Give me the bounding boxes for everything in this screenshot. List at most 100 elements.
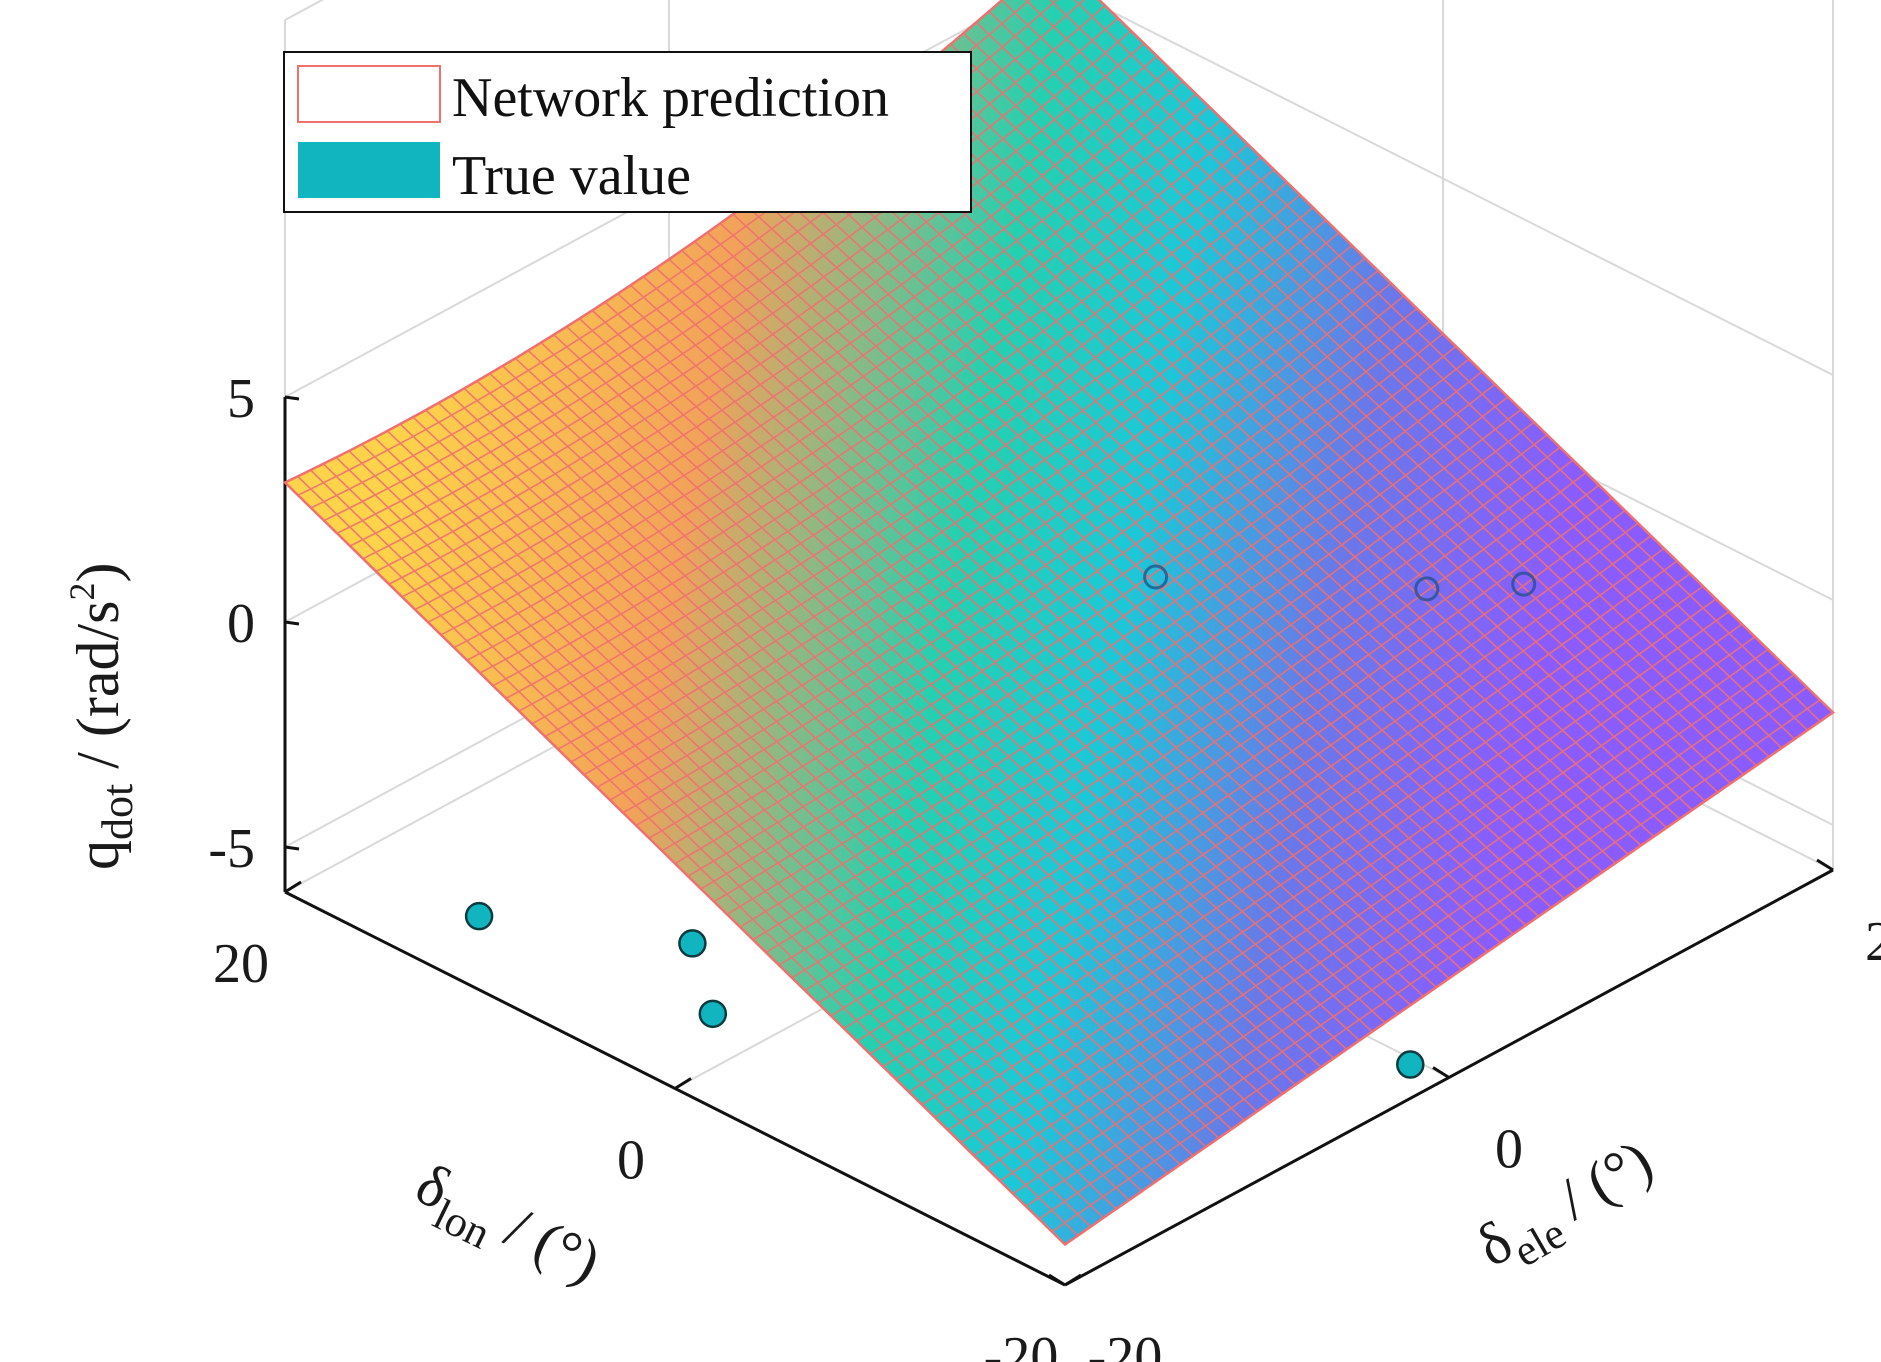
mesh-line-ele xyxy=(386,430,1168,1175)
true-value-point-on-surface xyxy=(1143,564,1169,590)
y-axis-tick xyxy=(1432,1066,1450,1079)
z-axis-close: ) xyxy=(65,563,131,583)
z-tick-label: -5 xyxy=(208,818,255,880)
mesh-line-ele xyxy=(617,293,1399,1015)
x-axis-tick xyxy=(284,880,302,894)
true-value-point xyxy=(698,999,728,1029)
mesh-line-ele xyxy=(847,126,1629,855)
mesh-line-ele xyxy=(476,380,1258,1113)
y-tick-label: 0 xyxy=(1495,1119,1523,1181)
mesh-line-ele xyxy=(1001,0,1783,749)
x-axis-tick xyxy=(674,1077,692,1090)
mesh-line-ele xyxy=(310,469,1092,1228)
mesh-line-ele xyxy=(604,301,1386,1024)
legend: Network prediction True value xyxy=(283,51,972,213)
true-value-point xyxy=(1396,1050,1425,1079)
axes xyxy=(283,395,1834,1287)
mesh-line-ele xyxy=(642,276,1424,997)
mesh-line-ele xyxy=(514,357,1296,1086)
z-axis-subscript: dot xyxy=(93,784,142,840)
z-tick-label: 5 xyxy=(227,368,255,430)
z-axis-symbol: q xyxy=(65,840,131,870)
mesh-line-ele xyxy=(630,284,1412,1006)
mesh-line-ele xyxy=(1026,0,1808,731)
network-prediction-surface xyxy=(282,0,1835,1247)
mesh-line-ele xyxy=(591,309,1373,1033)
y-tick-label: -20 xyxy=(1088,1326,1163,1362)
y-tick-label: 20 xyxy=(1865,911,1881,973)
x-tick-label: 20 xyxy=(213,933,269,995)
mesh-line-ele xyxy=(361,443,1143,1192)
mesh-line-ele xyxy=(399,423,1181,1166)
legend-label-network-prediction: Network prediction xyxy=(452,67,889,129)
mesh-line-ele xyxy=(668,258,1450,980)
mesh-line-ele xyxy=(758,194,1540,917)
true-value-point xyxy=(678,929,707,958)
mesh-line-ele xyxy=(348,450,1130,1201)
mesh-line-ele xyxy=(950,43,1732,784)
mesh-line-ele xyxy=(860,116,1642,847)
legend-true-value-swatch xyxy=(298,142,440,198)
grid-line-horizontal xyxy=(284,0,1834,398)
z-axis-tick xyxy=(284,845,300,851)
mesh-line-ele xyxy=(374,437,1156,1183)
points-behind-surface xyxy=(1143,564,1537,602)
mesh-line-ele xyxy=(655,267,1437,988)
mesh-line-ele xyxy=(873,106,1655,838)
mesh-line-ele xyxy=(911,75,1693,811)
y-axis-tick xyxy=(1048,1273,1066,1287)
mesh-line-ele xyxy=(745,204,1527,926)
y-axis-tick xyxy=(1816,858,1834,872)
mesh-line-ele xyxy=(822,146,1604,873)
z-axis-unit: / (rad/s xyxy=(65,600,131,783)
mesh-line-ele xyxy=(706,231,1488,953)
mesh-line-ele xyxy=(553,334,1335,1059)
mesh-line-ele xyxy=(450,395,1232,1130)
mesh-line-ele xyxy=(438,402,1220,1139)
mesh-line-ele xyxy=(412,416,1194,1157)
mesh-line-ele xyxy=(502,365,1284,1095)
mesh-line-ele xyxy=(783,175,1565,900)
mesh-line-ele xyxy=(886,96,1668,829)
legend-mesh-swatch xyxy=(297,65,441,123)
surface-mesh xyxy=(285,0,1833,1245)
mesh-line-ele xyxy=(962,32,1744,776)
mesh-line-ele xyxy=(898,85,1680,820)
mesh-line-ele xyxy=(809,156,1591,882)
mesh-line-ele xyxy=(527,349,1309,1077)
true-value-point xyxy=(464,901,494,931)
mesh-line-ele xyxy=(732,213,1514,935)
mesh-line-ele xyxy=(489,372,1271,1104)
mesh-line-ele xyxy=(988,10,1770,758)
mesh-line-ele xyxy=(834,136,1616,864)
mesh-line-ele xyxy=(322,463,1104,1219)
x-axis-unit: / (°) xyxy=(482,1187,610,1295)
z-axis-tick xyxy=(284,395,300,401)
mesh-line-ele xyxy=(975,21,1757,767)
mesh-line-ele xyxy=(770,185,1552,909)
x-axis-label: δlon / (°) xyxy=(401,1150,611,1307)
mesh-line-ele xyxy=(694,240,1476,962)
mesh-line-ele xyxy=(566,326,1348,1050)
z-axis-label: qdot / (rad/s2) xyxy=(62,563,142,871)
true-value-point-on-surface xyxy=(1511,571,1537,597)
x-tick-label: -20 xyxy=(984,1326,1059,1362)
mesh-line-ele xyxy=(1039,0,1821,722)
mesh-line-ele xyxy=(937,54,1719,793)
mesh-line-ele xyxy=(681,249,1463,971)
legend-label-true-value: True value xyxy=(452,145,691,207)
mesh-line-ele xyxy=(1014,0,1796,740)
mesh-line-ele xyxy=(796,166,1578,891)
mesh-line-ele xyxy=(297,475,1079,1237)
mesh-line-ele xyxy=(924,64,1706,802)
mesh-line-ele xyxy=(463,387,1245,1121)
mesh-line-ele xyxy=(719,222,1501,944)
mesh-line-ele xyxy=(578,318,1360,1042)
z-axis-superscript: 2 xyxy=(62,582,102,600)
z-axis-tick xyxy=(284,620,300,626)
tick-labels: -5 0 5 -20 0 20 -20 0 20 xyxy=(208,368,1881,1362)
x-tick-label: 0 xyxy=(617,1130,645,1192)
mesh-line-ele xyxy=(425,409,1207,1148)
z-tick-label: 0 xyxy=(227,593,255,655)
